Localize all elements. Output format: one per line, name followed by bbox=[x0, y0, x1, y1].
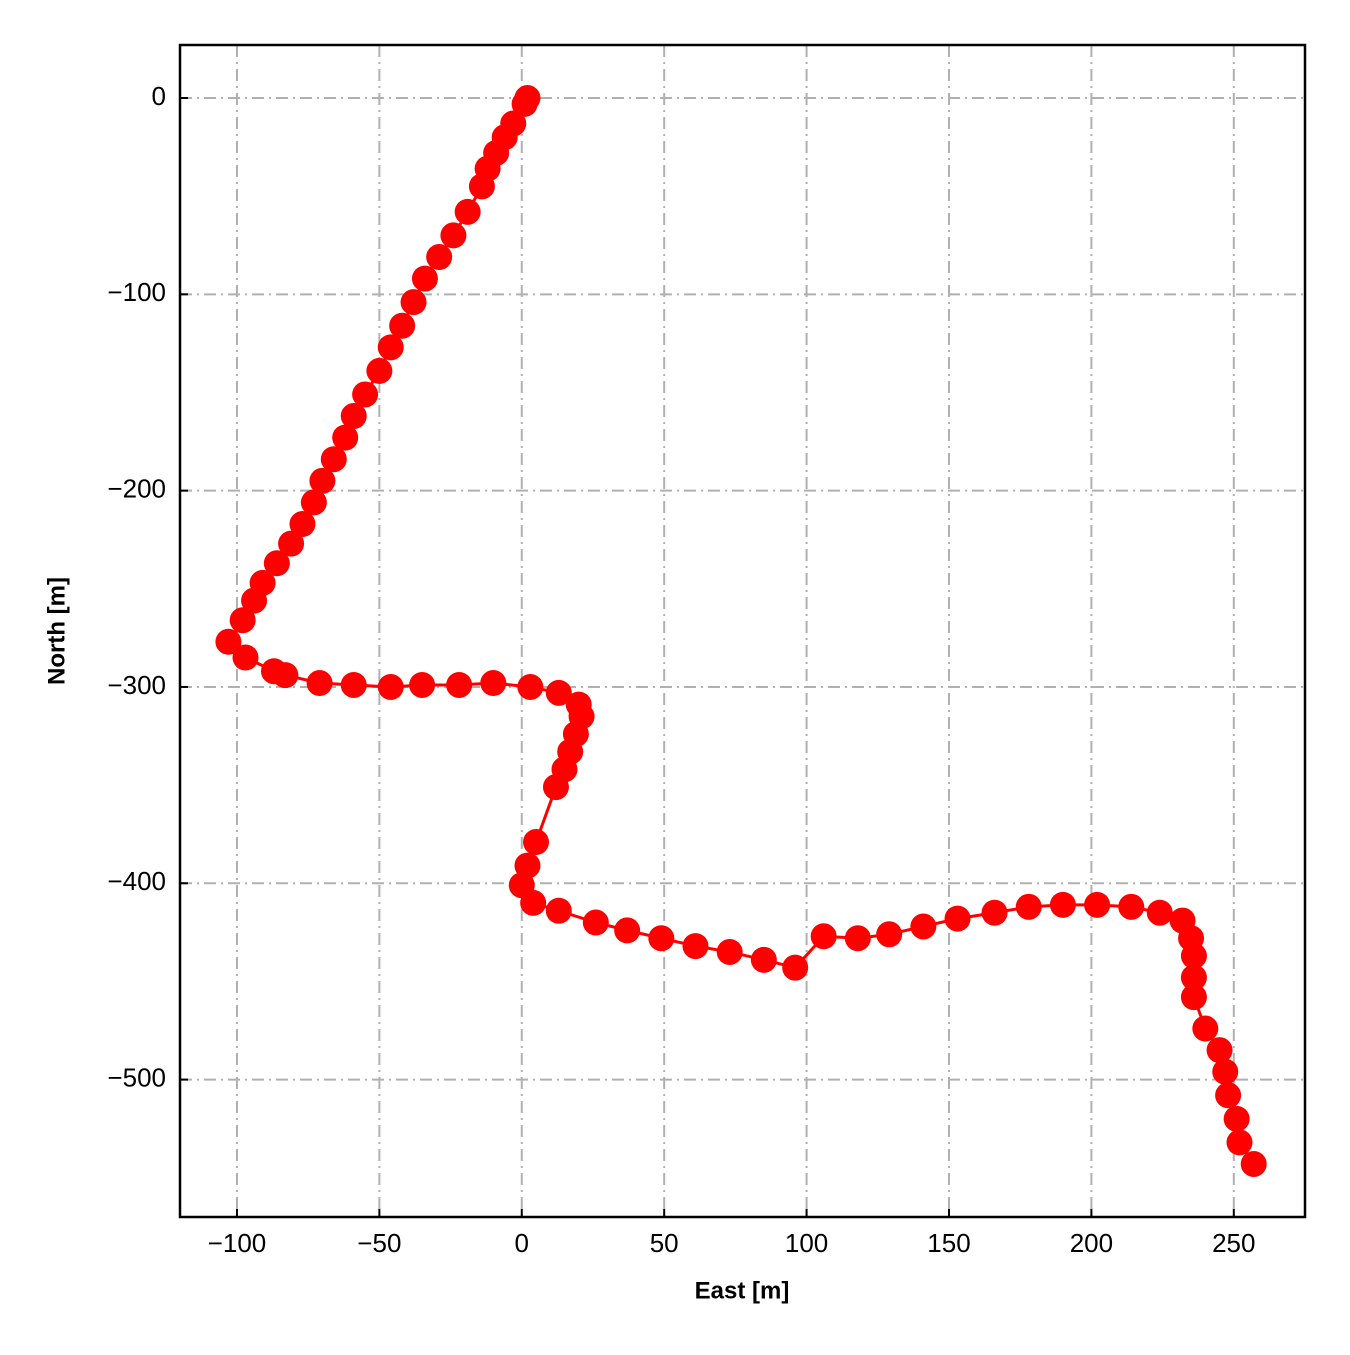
x-tick-label: 50 bbox=[650, 1228, 679, 1258]
x-tick-label: 100 bbox=[785, 1228, 828, 1258]
point bbox=[278, 530, 305, 557]
point bbox=[514, 852, 541, 879]
y-tick-label: −300 bbox=[107, 670, 166, 700]
x-tick-label: 200 bbox=[1070, 1228, 1113, 1258]
point bbox=[289, 511, 316, 538]
point bbox=[876, 921, 903, 948]
point bbox=[517, 673, 544, 700]
point bbox=[241, 587, 268, 614]
point bbox=[582, 909, 609, 936]
y-axis-label: North [m] bbox=[43, 577, 70, 685]
point bbox=[215, 628, 242, 655]
point bbox=[377, 334, 404, 361]
point bbox=[340, 403, 367, 430]
point bbox=[545, 679, 572, 706]
point bbox=[366, 357, 393, 384]
x-tick-label: 250 bbox=[1212, 1228, 1255, 1258]
x-tick-label: 150 bbox=[927, 1228, 970, 1258]
y-tick-label: −200 bbox=[107, 474, 166, 504]
point bbox=[306, 670, 333, 697]
point bbox=[1212, 1058, 1239, 1085]
point bbox=[810, 923, 837, 950]
point bbox=[409, 671, 436, 698]
y-tick-label: −400 bbox=[107, 866, 166, 896]
point bbox=[523, 829, 550, 856]
point bbox=[1180, 984, 1207, 1011]
point bbox=[1226, 1129, 1253, 1156]
y-tick-label: −100 bbox=[107, 277, 166, 307]
point bbox=[1146, 899, 1173, 926]
point bbox=[648, 925, 675, 952]
plot-frame bbox=[178, 43, 1307, 1219]
point bbox=[716, 938, 743, 965]
point bbox=[377, 673, 404, 700]
point bbox=[545, 897, 572, 924]
point bbox=[426, 244, 453, 271]
point bbox=[320, 446, 347, 473]
point bbox=[352, 381, 379, 408]
point bbox=[440, 222, 467, 249]
point bbox=[1223, 1105, 1250, 1132]
point bbox=[782, 954, 809, 981]
point bbox=[446, 671, 473, 698]
x-tick-label: −100 bbox=[208, 1228, 267, 1258]
point bbox=[1180, 942, 1207, 969]
point bbox=[844, 925, 871, 952]
point bbox=[1084, 891, 1111, 918]
y-tick-label: 0 bbox=[152, 81, 166, 111]
point bbox=[981, 899, 1008, 926]
x-axis-label: East [m] bbox=[695, 1277, 790, 1304]
point bbox=[1118, 893, 1145, 920]
point bbox=[411, 265, 438, 292]
point bbox=[944, 905, 971, 932]
point bbox=[300, 489, 327, 516]
x-tick-label: −50 bbox=[357, 1228, 401, 1258]
point bbox=[480, 670, 507, 697]
point bbox=[468, 173, 495, 200]
point bbox=[1180, 964, 1207, 991]
point bbox=[272, 662, 299, 689]
point bbox=[614, 917, 641, 944]
point bbox=[1240, 1150, 1267, 1177]
point bbox=[1049, 891, 1076, 918]
point bbox=[263, 550, 290, 577]
point bbox=[309, 467, 336, 494]
point bbox=[520, 889, 547, 916]
point bbox=[389, 312, 416, 339]
point bbox=[1192, 1015, 1219, 1042]
point bbox=[332, 424, 359, 451]
point bbox=[340, 671, 367, 698]
point bbox=[229, 607, 256, 634]
point bbox=[232, 644, 259, 671]
point bbox=[682, 933, 709, 960]
point bbox=[400, 289, 427, 316]
point bbox=[1015, 893, 1042, 920]
point bbox=[454, 198, 481, 225]
x-tick-label: 0 bbox=[515, 1228, 529, 1258]
point bbox=[1206, 1037, 1233, 1064]
point bbox=[1215, 1082, 1242, 1109]
point bbox=[750, 946, 777, 973]
line bbox=[226, 97, 1255, 1165]
point bbox=[542, 774, 569, 801]
point bbox=[910, 913, 937, 940]
point bbox=[511, 90, 538, 117]
y-tick-label: −500 bbox=[107, 1062, 166, 1092]
